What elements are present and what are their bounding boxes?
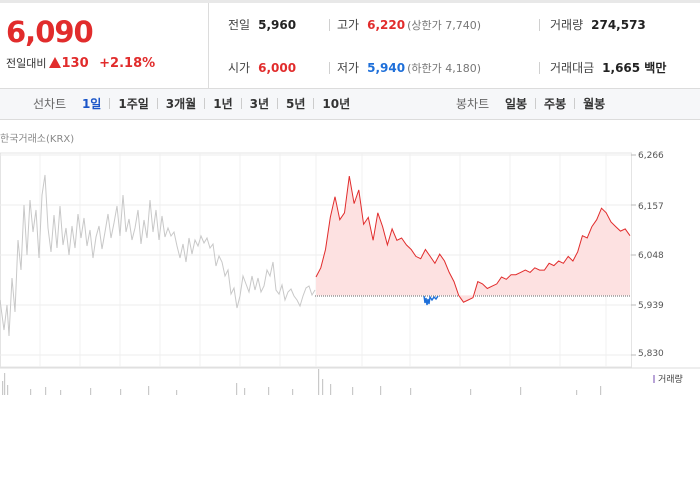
volume-bar [45,387,47,395]
divider [277,98,278,109]
stat-prev-close: 전일 5,960 [228,16,296,33]
price-box: 6,090 전일대비 130 +2.18% [0,3,209,88]
stat-volume: 거래량 274,573 [550,16,646,33]
divider [329,62,330,74]
change-value: 130 [61,56,89,71]
volume-bars [2,369,602,395]
tab-3m[interactable]: 3개월 [165,97,197,111]
y-tick-label: 5,830 [638,349,664,359]
divider [535,98,537,109]
line-chart-title: 선차트 [33,97,67,111]
divider [574,98,576,109]
candle-chart-tabs: 봉차트 일봉 주봉 월봉 [456,89,605,119]
quote-summary: 6,090 전일대비 130 +2.18% 전일 5,960 고가 6,220 (상한가… [0,3,700,89]
candle-chart-title: 봉차트 [456,97,490,111]
stat-value: 5,960 [258,18,297,32]
prev-day-line [0,174,316,337]
stat-value: 6,000 [258,61,297,75]
stat-label: 거래량 [550,18,584,32]
stat-label: 시가 [228,61,251,75]
stat-label: 고가 [337,18,360,32]
volume-bar [176,390,178,395]
volume-legend-label: 거래량 [658,375,683,385]
data-source: 한국거래소(KRX) [0,134,75,145]
volume-legend-swatch [653,375,655,383]
volume-bar [2,381,4,395]
volume-legend: 거래량 [653,372,683,385]
tab-1d[interactable]: 1일 [81,97,102,111]
tab-monthly[interactable]: 월봉 [583,97,606,111]
tab-3y[interactable]: 3년 [249,97,269,111]
stat-low: 저가 5,940 (하한가 4,180) [337,59,481,76]
divider [539,19,540,31]
volume-bar [292,389,294,395]
volume-bar [148,386,150,395]
volume-bar [120,389,122,395]
volume-bar [352,387,354,395]
stat-value: 5,940 [367,61,406,75]
volume-bar [322,379,324,395]
current-price: 6,090 [6,15,94,49]
volume-bar [244,388,246,395]
change-label: 전일대비 [6,57,47,70]
tab-daily[interactable]: 일봉 [504,97,528,111]
stat-amount: 거래대금 1,665 백만 [550,59,666,76]
divider [329,19,330,31]
divider [204,98,206,109]
volume-bar [4,373,6,395]
volume-bar [380,386,382,395]
up-triangle-icon [49,57,62,68]
volume-bar [520,387,522,395]
y-tick-label: 6,048 [638,251,664,261]
change-percent: +2.18% [99,56,156,71]
volume-bar [576,390,578,395]
tab-10y[interactable]: 10년 [322,97,351,111]
divider [240,98,242,109]
divider [539,62,540,74]
stat-value: 274,573 [591,18,646,32]
divider [109,98,111,109]
stat-label: 저가 [337,61,360,75]
tab-1y[interactable]: 1년 [213,97,233,111]
chart-tabs: 선차트 1일 1주일 3개월 1년 3년 5년 10년 봉차트 일봉 주봉 월봉 [0,89,700,120]
stat-label: 거래대금 [550,61,595,75]
y-tick-label: 5,939 [638,301,664,311]
volume-bar [90,388,92,395]
top-border [0,0,700,3]
price-change: 전일대비 130 +2.18% [6,55,155,71]
volume-bar [7,385,9,395]
price-line [315,176,631,303]
y-tick-label: 6,266 [638,151,664,161]
tab-weekly[interactable]: 주봉 [544,97,567,111]
stat-high: 고가 6,220 (상한가 7,740) [337,16,481,33]
volume-bar [60,390,62,395]
volume-bar [410,388,412,395]
tab-1w[interactable]: 1주일 [118,97,149,111]
upper-limit: (상한가 7,740) [407,19,481,32]
stat-open: 시가 6,000 [228,59,296,76]
divider [313,98,315,109]
tab-5y[interactable]: 5년 [286,97,306,111]
volume-bar [600,386,602,395]
lower-limit: (하한가 4,180) [407,62,481,75]
stat-value: 1,665 백만 [602,61,667,75]
volume-bar [236,383,238,395]
stat-value: 6,220 [367,18,406,32]
volume-bar [330,384,332,395]
volume-bar [30,389,32,395]
price-line-below-prev [423,295,439,306]
divider [156,98,158,109]
line-chart-tabs: 선차트 1일 1주일 3개월 1년 3년 5년 10년 [33,89,350,119]
volume-bar [268,387,270,395]
stat-label: 전일 [228,18,251,32]
price-area [316,176,630,303]
volume-bar [470,389,472,395]
y-tick-label: 6,157 [638,202,664,212]
volume-bar [318,369,320,395]
